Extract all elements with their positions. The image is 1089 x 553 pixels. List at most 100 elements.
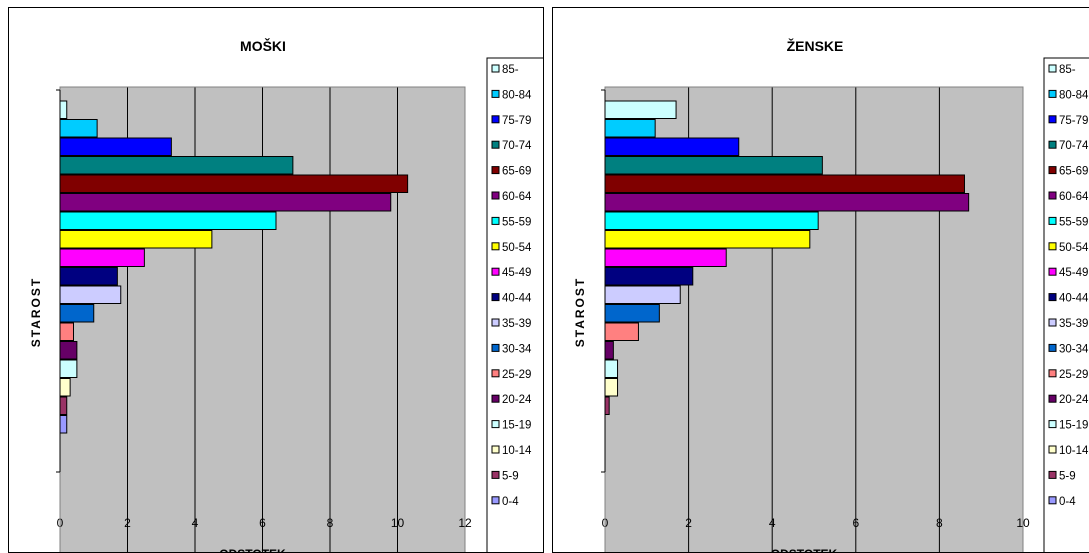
legend xyxy=(1043,57,1089,552)
legend-label: 40-44 xyxy=(502,293,532,305)
legend-swatch xyxy=(1048,64,1057,73)
legend-label: 55-59 xyxy=(1059,216,1088,228)
bar-20-24 xyxy=(59,341,78,360)
legend-swatch xyxy=(1048,242,1057,251)
legend-label: 10-14 xyxy=(502,445,532,457)
legend-label: 15-19 xyxy=(1059,420,1088,432)
bar-70-74 xyxy=(59,156,294,175)
legend-swatch xyxy=(491,267,500,276)
chart-panel-female: ŽENSKE0246810STAROSTODSTOTEK85-80-8475-7… xyxy=(552,7,1089,553)
y-axis-label: STAROST xyxy=(29,277,43,347)
bar-35-39 xyxy=(604,285,681,304)
bar-35-39 xyxy=(59,285,122,304)
bar-25-29 xyxy=(59,322,74,341)
legend-swatch xyxy=(491,470,500,479)
x-tick-label: 4 xyxy=(192,516,199,530)
legend-swatch xyxy=(1048,115,1057,124)
legend-swatch xyxy=(491,445,500,454)
legend-label: 30-34 xyxy=(502,343,532,355)
legend-label: 0-4 xyxy=(1059,496,1076,508)
legend-label: 5-9 xyxy=(1059,470,1076,482)
legend-swatch xyxy=(491,64,500,73)
chart-title: MOŠKI xyxy=(240,37,286,54)
legend-swatch xyxy=(491,89,500,98)
legend-swatch xyxy=(1048,394,1057,403)
legend-label: 45-49 xyxy=(502,267,531,279)
chart-title: ŽENSKE xyxy=(787,37,844,54)
legend-label: 20-24 xyxy=(502,394,532,406)
bar-75-79 xyxy=(59,137,172,156)
legend-label: 70-74 xyxy=(1059,140,1089,152)
legend-label: 65-69 xyxy=(502,166,531,178)
legend-label: 40-44 xyxy=(1059,293,1089,305)
legend-label: 25-29 xyxy=(502,369,531,381)
bar-30-34 xyxy=(59,304,95,323)
legend-swatch xyxy=(1048,166,1057,175)
bar-40-44 xyxy=(59,267,118,286)
legend-swatch xyxy=(491,343,500,352)
x-tick-label: 6 xyxy=(852,516,859,530)
bar-60-64 xyxy=(59,193,392,212)
x-tick-label: 2 xyxy=(124,516,131,530)
legend xyxy=(486,57,543,552)
x-tick-label: 10 xyxy=(391,516,405,530)
legend-label: 45-49 xyxy=(1059,267,1088,279)
legend-label: 50-54 xyxy=(502,242,532,254)
bar-45-49 xyxy=(59,248,145,267)
legend-swatch xyxy=(491,293,500,302)
legend-label: 85- xyxy=(1059,64,1076,76)
female-age-chart: ŽENSKE0246810STAROSTODSTOTEK85-80-8475-7… xyxy=(573,37,1089,553)
legend-label: 65-69 xyxy=(1059,166,1088,178)
legend-swatch xyxy=(491,496,500,505)
legend-label: 80-84 xyxy=(502,89,532,101)
legend-label: 5-9 xyxy=(502,470,519,482)
legend-swatch xyxy=(491,394,500,403)
bar-65-69 xyxy=(604,174,965,193)
bar-5-9 xyxy=(59,396,68,415)
legend-label: 35-39 xyxy=(1059,318,1088,330)
bar-50-54 xyxy=(604,230,811,249)
legend-label: 75-79 xyxy=(502,115,531,127)
legend-label: 30-34 xyxy=(1059,343,1089,355)
legend-swatch xyxy=(491,420,500,429)
bar-5-9 xyxy=(604,396,610,415)
y-axis-label: STAROST xyxy=(573,277,587,347)
bar-80-84 xyxy=(604,119,656,138)
bar-30-34 xyxy=(604,304,660,323)
legend-label: 60-64 xyxy=(502,191,532,203)
legend-label: 85- xyxy=(502,64,519,76)
legend-swatch xyxy=(491,140,500,149)
male-age-chart: MOŠKI024681012STAROSTODSTOTEK85-80-8475-… xyxy=(29,37,543,552)
legend-label: 35-39 xyxy=(502,318,531,330)
legend-swatch xyxy=(1048,89,1057,98)
legend-label: 0-4 xyxy=(502,496,519,508)
bar-15-19 xyxy=(59,359,78,378)
legend-label: 75-79 xyxy=(1059,115,1088,127)
legend-swatch xyxy=(491,318,500,327)
bar-25-29 xyxy=(604,322,639,341)
legend-swatch xyxy=(1048,267,1057,276)
bar-0-4 xyxy=(59,415,68,434)
x-tick-label: 8 xyxy=(936,516,943,530)
legend-label: 15-19 xyxy=(502,420,531,432)
x-axis-label: ODSTOTEK xyxy=(771,547,838,553)
legend-label: 70-74 xyxy=(502,140,532,152)
legend-swatch xyxy=(1048,216,1057,225)
legend-swatch xyxy=(491,242,500,251)
bar-15-19 xyxy=(604,359,619,378)
legend-label: 50-54 xyxy=(1059,242,1089,254)
legend-label: 20-24 xyxy=(1059,394,1089,406)
legend-swatch xyxy=(1048,343,1057,352)
legend-swatch xyxy=(491,115,500,124)
legend-label: 55-59 xyxy=(502,216,531,228)
legend-label: 25-29 xyxy=(1059,369,1088,381)
x-tick-label: 2 xyxy=(685,516,692,530)
legend-swatch xyxy=(1048,140,1057,149)
bar-60-64 xyxy=(604,193,970,212)
legend-label: 10-14 xyxy=(1059,445,1089,457)
bar-80-84 xyxy=(59,119,98,138)
bar-45-49 xyxy=(604,248,727,267)
bar-55-59 xyxy=(604,211,819,230)
legend-swatch xyxy=(1048,470,1057,479)
legend-swatch xyxy=(1048,191,1057,200)
